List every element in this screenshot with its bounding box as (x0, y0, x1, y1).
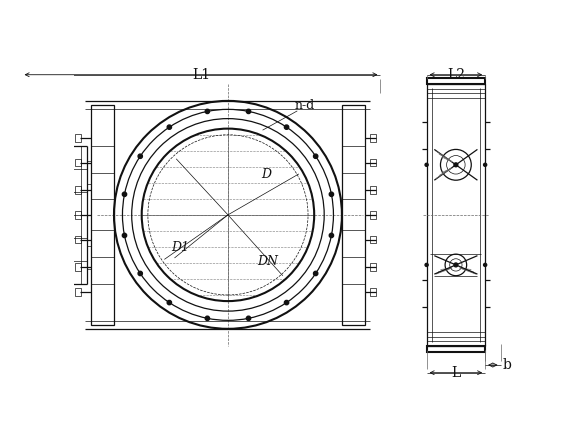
Bar (75, 187, 81, 194)
Circle shape (246, 316, 251, 320)
Bar (371, 159, 376, 167)
Bar (75, 264, 81, 271)
Bar (371, 264, 376, 271)
Circle shape (205, 109, 209, 113)
Circle shape (425, 163, 428, 167)
Circle shape (138, 271, 143, 276)
Text: D: D (262, 168, 271, 181)
Circle shape (425, 264, 428, 266)
Circle shape (205, 316, 209, 320)
Circle shape (314, 271, 318, 276)
Bar (18, 201, 29, 229)
Circle shape (122, 233, 126, 237)
Circle shape (484, 163, 487, 167)
Text: L1: L1 (192, 68, 210, 82)
Circle shape (138, 154, 143, 159)
Text: L2: L2 (447, 68, 465, 82)
Circle shape (284, 300, 289, 305)
Text: n-d: n-d (295, 99, 315, 112)
Bar (427, 78, 485, 84)
Circle shape (167, 125, 172, 129)
Circle shape (284, 125, 289, 129)
Bar (75, 211, 81, 219)
Bar (371, 211, 376, 219)
Circle shape (454, 263, 458, 267)
Bar (371, 134, 376, 142)
Bar (91, 105, 114, 325)
Bar (75, 134, 81, 142)
Bar (75, 288, 81, 296)
Bar (371, 187, 376, 194)
Circle shape (484, 264, 487, 266)
Bar (75, 159, 81, 167)
Circle shape (167, 300, 172, 305)
Text: D1: D1 (171, 241, 189, 254)
Circle shape (246, 109, 251, 113)
Text: b: b (502, 358, 511, 372)
Bar (75, 236, 81, 243)
Text: DN: DN (258, 255, 278, 268)
Circle shape (329, 233, 334, 237)
Text: L: L (451, 366, 461, 380)
Circle shape (122, 192, 126, 196)
Circle shape (454, 163, 458, 167)
Circle shape (314, 154, 318, 159)
Bar (371, 236, 376, 243)
Bar (371, 288, 376, 296)
Circle shape (329, 192, 334, 196)
Bar (427, 346, 485, 352)
Bar (342, 105, 365, 325)
